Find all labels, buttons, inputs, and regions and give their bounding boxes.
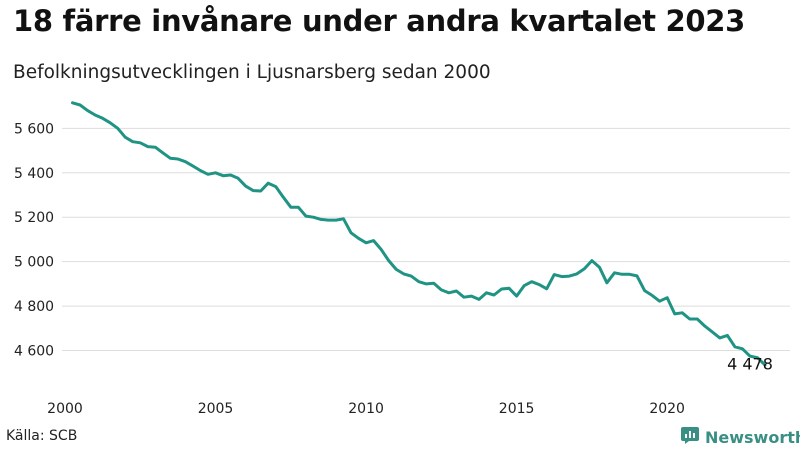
y-tick-label: 5 200 xyxy=(14,210,54,226)
chart-subtitle: Befolkningsutvecklingen i Ljusnarsberg s… xyxy=(13,62,491,83)
grid-lines xyxy=(62,127,790,352)
end-value-label: 4 478 xyxy=(727,355,773,374)
y-tick-label: 5 600 xyxy=(14,121,54,137)
brand-name: Newsworthy xyxy=(705,427,800,447)
y-tick-label: 4 800 xyxy=(14,299,54,315)
y-tick-label: 5 000 xyxy=(14,255,54,271)
x-axis-ticks: 2000 2005 2010 2015 2020 xyxy=(47,401,685,417)
source-note: Källa: SCB xyxy=(6,428,78,444)
x-tick-label: 2000 xyxy=(47,401,83,417)
brand-logo[interactable]: Newsworthy xyxy=(680,425,800,449)
x-tick-label: 2010 xyxy=(348,401,384,417)
y-tick-label: 4 600 xyxy=(14,344,54,360)
series-line xyxy=(71,101,767,367)
newsworthy-logo-icon xyxy=(680,425,700,449)
x-tick-label: 2005 xyxy=(198,401,234,417)
y-axis-ticks: 4 600 4 800 5 000 5 200 5 400 5 600 xyxy=(14,121,54,359)
chart-title: 18 färre invånare under andra kvartalet … xyxy=(13,4,745,38)
x-tick-label: 2015 xyxy=(499,401,535,417)
x-tick-label: 2020 xyxy=(649,401,685,417)
y-tick-label: 5 400 xyxy=(14,166,54,182)
population-series xyxy=(71,101,767,367)
